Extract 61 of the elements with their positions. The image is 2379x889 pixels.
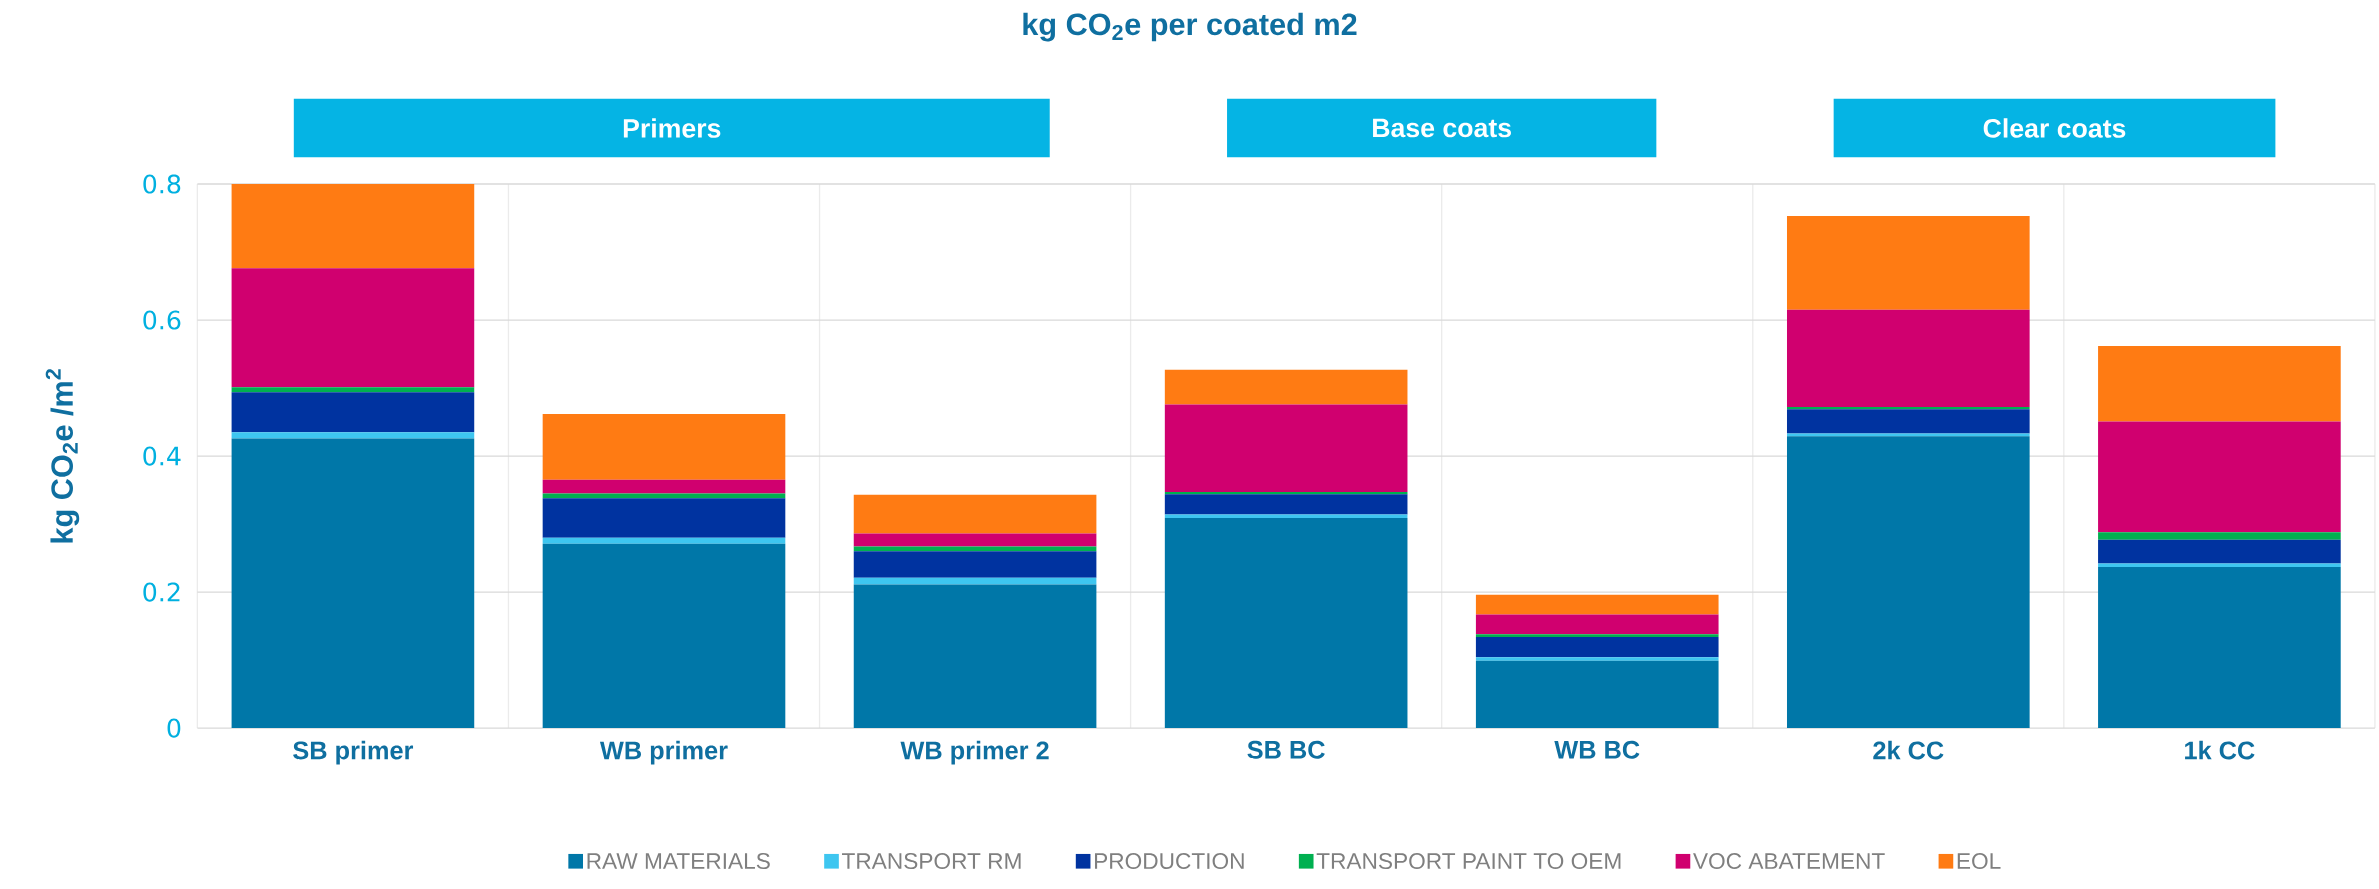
chart-title: kg CO$_{2}$e per coated m2 xyxy=(1023,12,1357,42)
bar xyxy=(2098,345,2341,422)
bar xyxy=(542,493,786,499)
bar xyxy=(231,387,475,392)
bar xyxy=(542,537,786,544)
bar xyxy=(1786,406,2030,409)
bar xyxy=(853,494,1097,534)
bar xyxy=(1164,491,1408,494)
bar xyxy=(542,498,786,538)
bar xyxy=(542,479,786,494)
bar xyxy=(231,391,475,433)
bar xyxy=(1164,404,1408,492)
x-tick-label: WB primer xyxy=(599,740,728,765)
bar xyxy=(853,551,1097,578)
bar xyxy=(2098,421,2341,533)
bar xyxy=(1786,408,2030,434)
bar xyxy=(2098,539,2341,564)
x-tick-label: WB BC xyxy=(1554,740,1640,759)
bar xyxy=(1475,594,1719,615)
bar xyxy=(2098,566,2341,728)
bar xyxy=(1786,309,2030,407)
bar xyxy=(1164,517,1408,728)
bar xyxy=(542,543,786,728)
x-tick-label: 1k CC xyxy=(2185,740,2255,760)
bar xyxy=(1786,215,2030,310)
text: Clear coats xyxy=(1983,118,2126,138)
x-tick-label: SB primer xyxy=(293,740,414,765)
y-tick-label: 0.6 xyxy=(143,310,181,330)
legend-label: RAW MATERIALS xyxy=(587,852,770,869)
legend-label: EOL xyxy=(1957,852,2001,869)
y-tick-label: 0.2 xyxy=(143,582,180,602)
bar xyxy=(853,584,1097,728)
bar xyxy=(1475,634,1719,637)
x-tick-label: SB BC xyxy=(1247,740,1325,759)
bar xyxy=(231,183,475,269)
bar xyxy=(1475,636,1719,658)
legend-label: VOC ABATEMENT xyxy=(1693,852,1885,869)
bar xyxy=(1475,660,1719,728)
bar xyxy=(853,533,1097,547)
x-tick-label: 2k CC xyxy=(1873,740,1944,760)
text: Primers xyxy=(623,118,721,138)
bar xyxy=(853,577,1097,585)
bar xyxy=(542,413,786,480)
bar xyxy=(231,432,475,439)
legend-label: TRANSPORT RM xyxy=(842,852,1021,869)
bar xyxy=(1475,614,1719,635)
bar xyxy=(231,438,475,728)
bar xyxy=(1164,493,1408,515)
y-axis-title: kg CO$_{2}$e /m$^{2}$ xyxy=(45,368,80,543)
bar xyxy=(2098,532,2341,540)
bar xyxy=(1786,436,2030,728)
legend-label: TRANSPORT PAINT TO OEM xyxy=(1316,852,1621,869)
y-tick-label: 0.8 xyxy=(143,174,181,194)
bar xyxy=(1475,657,1719,661)
y-tick-label: 0 xyxy=(167,718,181,738)
legend-label: PRODUCTION xyxy=(1094,852,1244,869)
bar xyxy=(231,268,475,388)
y-tick-label: 0.4 xyxy=(143,446,181,466)
x-tick-label: WB primer 2 xyxy=(900,740,1049,765)
text: Base coats xyxy=(1373,118,1511,138)
bar xyxy=(1164,369,1408,405)
